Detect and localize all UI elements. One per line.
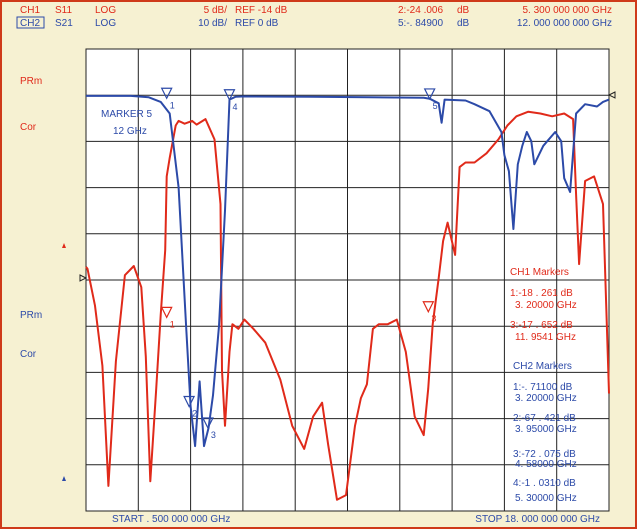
ch1-marker3-freq: 11. 9541 GHz [515, 332, 576, 343]
ch2-scale-arrow-icon [62, 476, 66, 481]
header-ch2-param: S21 [55, 18, 73, 29]
header: CH1 S11 LOG 5 dB/ REF -14 dB 2:-24 .006 … [16, 5, 612, 29]
ch1-cor-label: Cor [20, 122, 37, 133]
ch2-marker-2-label: 2 [192, 408, 197, 418]
ch2-marker-2-icon [183, 395, 196, 408]
ch2-markers-title: CH2 Markers [513, 361, 572, 372]
header-ch2-ref: REF 0 dB [235, 18, 279, 29]
ch2-marker1-freq: 3. 20000 GHz [515, 393, 577, 404]
ch1-prm-label: PRm [20, 76, 42, 87]
ch2-reference-arrow-icon [607, 91, 616, 99]
ch1-marker1-value: 1:-18 . 261 dB [510, 288, 573, 299]
header-ch1-marker-freq: 5. 300 000 000 GHz [522, 5, 612, 16]
active-channel-box [16, 16, 45, 29]
ch1-marker1-freq: 3. 20000 GHz [515, 300, 577, 311]
ch2-marker3-freq: 4. 58000 GHz [515, 459, 577, 470]
marker5-title: MARKER 5 [101, 109, 153, 120]
header-ch1-marker-value: 2:-24 .006 [398, 5, 443, 16]
header-ch2-format: LOG [95, 18, 116, 29]
ch2-marker-3-label: 3 [211, 430, 216, 440]
header-ch2-channel: CH2 [20, 18, 40, 29]
marker5-annotation: MARKER 5 12 GHz [101, 109, 153, 137]
ch1-marker-3-label: 3 [431, 314, 436, 324]
header-ch2-marker-value: 5:-. 84900 [398, 18, 443, 29]
markers: 1 3 1 2 3 4 5 [160, 87, 438, 440]
header-ch1-channel: CH1 [20, 5, 40, 16]
ch2-marker2-value: 2:-67 . 421 dB [513, 413, 576, 424]
ch2-marker-1-icon [160, 87, 173, 100]
ch1-marker-1-label: 1 [170, 319, 175, 329]
ch2-marker3-value: 3:-72 . 075 dB [513, 449, 576, 460]
header-ch2-marker-freq: 12. 000 000 000 GHz [517, 18, 612, 29]
footer: START . 500 000 000 GHz STOP 18. 000 000… [112, 514, 600, 525]
traces [85, 94, 610, 501]
trace-ch2 [86, 94, 610, 448]
ch1-marker3-value: 3:-17 . 652 dB [510, 320, 573, 331]
ch2-marker4-freq: 5. 30000 GHz [515, 493, 577, 504]
header-ch2-scale: 10 dB/ [198, 18, 227, 29]
ch2-marker-5-icon [423, 88, 436, 101]
ch2-marker-4-icon [223, 89, 236, 102]
header-ch1-format: LOG [95, 5, 116, 16]
stop-frequency: STOP 18. 000 000 000 GHz [475, 514, 600, 525]
ch1-reference-arrow-icon [79, 274, 88, 282]
marker5-frequency: 12 GHz [113, 126, 147, 137]
ch1-scale-arrow-icon [62, 243, 66, 248]
trace-ch1 [85, 110, 610, 501]
ch2-marker-1-label: 1 [170, 100, 175, 110]
ch2-marker2-freq: 3. 95000 GHz [515, 424, 577, 435]
ch2-marker4-value: 4:-1 . 0310 dB [513, 478, 576, 489]
ch1-markers-title: CH1 Markers [510, 267, 569, 278]
header-ch2-marker-unit: dB [457, 18, 470, 29]
ch2-marker1-value: 1:-. 71100 dB [513, 382, 573, 393]
ch1-marker-3-icon [422, 301, 435, 314]
header-ch1-ref: REF -14 dB [235, 5, 288, 16]
ch2-marker-4-label: 4 [232, 102, 237, 112]
ch2-prm-label: PRm [20, 310, 42, 321]
ch2-cor-label: Cor [20, 349, 37, 360]
ch1-marker-1-icon [160, 306, 173, 319]
start-frequency: START . 500 000 000 GHz [112, 514, 230, 525]
ch2-marker-3-icon [201, 417, 214, 430]
header-ch1-marker-unit: dB [457, 5, 470, 16]
plot-area: 1 3 1 2 3 4 5 [79, 48, 616, 512]
header-ch1-scale: 5 dB/ [204, 5, 228, 16]
ch2-marker-5-label: 5 [433, 101, 438, 111]
header-ch1-param: S11 [55, 5, 72, 16]
ch1-markers-panel: CH1 Markers 1:-18 . 261 dB 3. 20000 GHz … [510, 267, 577, 343]
ch2-markers-panel: CH2 Markers 1:-. 71100 dB 3. 20000 GHz 2… [513, 361, 577, 504]
